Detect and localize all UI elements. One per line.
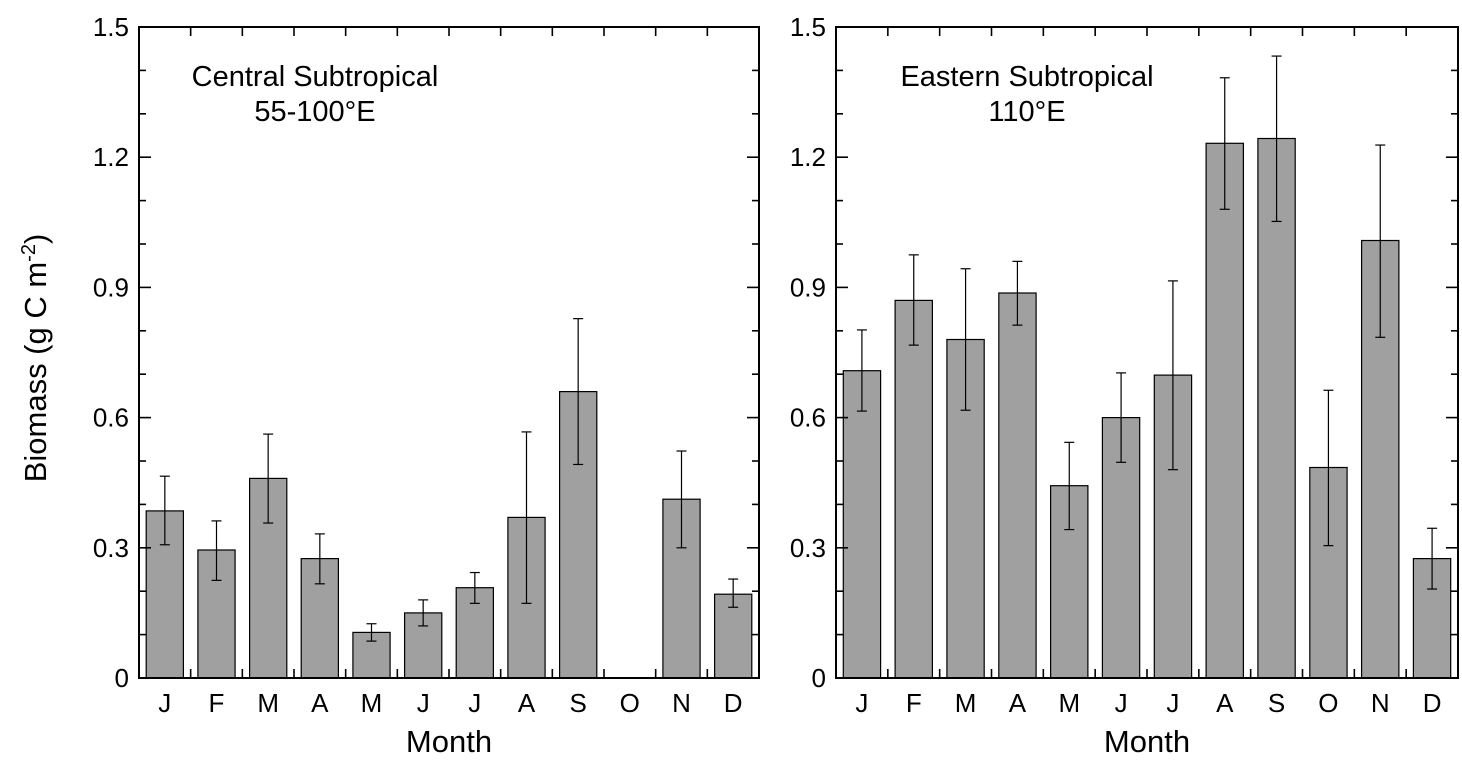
bar [713,593,753,679]
y-tick-label: 0.6 [93,403,129,433]
x-tick-label: A [1009,688,1027,718]
x-axis-title: Month [1104,724,1190,759]
panel-title-line-1: Central Subtropical [192,61,439,93]
x-tick-label: O [1318,688,1338,718]
x-tick-label: F [209,688,225,718]
panel-title-line-2: 55-100°E [254,96,375,128]
x-axis-title: Month [406,724,492,759]
x-tick-label: N [1371,688,1390,718]
x-tick-label: A [1216,688,1234,718]
plot-frame [138,26,760,679]
y-tick-label: 0 [115,663,129,693]
x-tick-label: M [955,688,977,718]
x-tick-label: M [1058,688,1080,718]
x-tick-label: J [468,688,481,718]
x-tick-label: A [518,688,536,718]
y-tick-label: 1.5 [790,12,826,42]
y-tick-label: 0.9 [93,272,129,302]
x-tick-label: J [1166,688,1179,718]
chart-panel-1: J F M A M J J A S O N D 0 0.3 0.6 0.9 1.2 1.5 Central Subt… [93,12,760,759]
y-axis-title-close: ) [18,234,53,244]
plot-frame [835,26,1459,679]
x-tick-label: S [570,688,587,718]
x-tick-label: M [361,688,383,718]
panel-title-line-2: 110°E [988,96,1065,128]
chart-panels: J F M A M J J A S O N D 0 0.3 0.6 0.9 1.2 1.5 Central Subt… [93,12,1459,759]
chart-panel-2: J F M A M J J A S O N D 0 0.3 0.6 0.9 1.2 1.5 Eastern Subt… [790,12,1459,759]
bar [894,299,933,679]
y-tick-label: 1.2 [93,142,129,172]
y-axis-title: Biomass (g C m-2) [18,234,53,483]
y-tick-label: 0.6 [790,403,826,433]
x-tick-label: O [620,688,640,718]
panel-title-line-1: Eastern Subtropical [900,61,1153,93]
bar [455,587,495,679]
y-tick-label: 1.2 [790,142,826,172]
bar [1205,142,1244,679]
x-tick-label: J [1115,688,1128,718]
y-axis-title-main: Biomass (g C m [18,262,53,482]
y-tick-label: 0 [812,663,826,693]
bar [842,370,882,679]
bar [998,292,1037,679]
y-tick-label: 1.5 [93,12,129,42]
y-tick-label: 0.9 [790,272,826,302]
x-tick-label: N [672,688,691,718]
x-tick-label: D [724,688,743,718]
x-tick-label: D [1423,688,1442,718]
y-tick-label: 0.3 [93,533,129,563]
x-tick-label: F [906,688,922,718]
y-tick-label: 0.3 [790,533,826,563]
x-tick-label: J [158,688,171,718]
x-tick-label: J [417,688,430,718]
x-tick-label: A [311,688,329,718]
x-tick-label: M [257,688,279,718]
x-tick-label: S [1268,688,1285,718]
x-tick-label: J [855,688,868,718]
y-axis-title-superscript: -2 [18,244,40,262]
